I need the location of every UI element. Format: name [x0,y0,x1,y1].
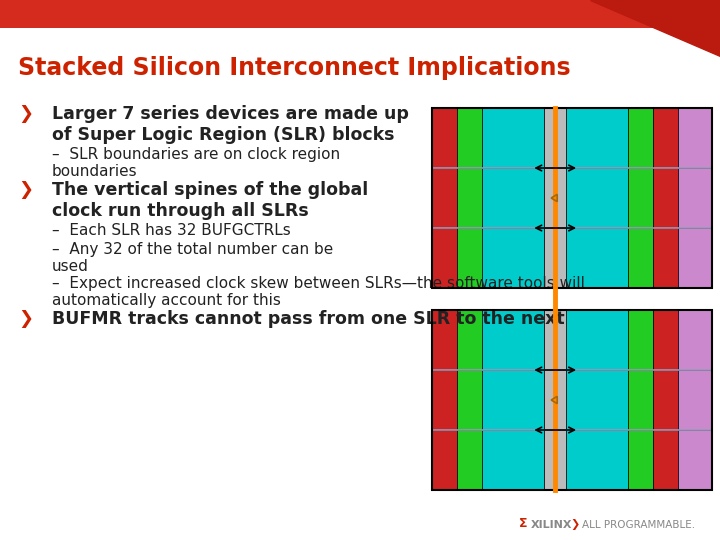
Bar [653,310,678,370]
Bar [567,168,628,228]
Bar [482,108,544,168]
Bar [482,370,544,430]
Bar [544,108,567,168]
Bar [432,168,457,228]
Text: –  Any 32 of the total number can be
used: – Any 32 of the total number can be used [52,242,333,274]
Bar [653,108,678,168]
Bar [628,108,653,168]
Bar [432,228,457,288]
Text: ALL PROGRAMMABLE.: ALL PROGRAMMABLE. [582,520,696,530]
Bar [653,370,678,430]
Bar [653,168,678,228]
Bar [567,370,628,430]
Text: Larger 7 series devices are made up
of Super Logic Region (SLR) blocks: Larger 7 series devices are made up of S… [52,105,409,144]
Bar [678,310,712,370]
Text: ❯: ❯ [18,181,33,199]
Bar [482,168,544,228]
Bar [544,228,567,288]
Bar [628,370,653,430]
Bar [567,108,628,168]
Bar [457,108,482,168]
Bar [678,430,712,490]
Bar [628,168,653,228]
Bar [678,228,712,288]
Bar [457,228,482,288]
Text: BUFMR tracks cannot pass from one SLR to the next: BUFMR tracks cannot pass from one SLR to… [52,310,564,328]
Bar [544,370,567,430]
Bar [457,370,482,430]
Bar [432,108,457,168]
Bar [544,168,567,228]
Text: Stacked Silicon Interconnect Implications: Stacked Silicon Interconnect Implication… [18,56,571,80]
Bar [567,430,628,490]
Bar [628,430,653,490]
Bar [0,0,720,28]
Bar [653,430,678,490]
Bar [432,310,457,370]
Bar [567,228,628,288]
Bar [457,168,482,228]
Bar [482,310,544,370]
Text: –  SLR boundaries are on clock region
boundaries: – SLR boundaries are on clock region bou… [52,147,340,179]
Text: ❯: ❯ [570,519,580,530]
Bar [457,430,482,490]
Text: XILINX: XILINX [531,520,572,530]
Text: –  Expect increased clock skew between SLRs—the software tools will
automaticall: – Expect increased clock skew between SL… [52,276,585,308]
Bar [544,310,567,370]
Bar [678,370,712,430]
Bar [628,310,653,370]
Text: –  Each SLR has 32 BUFGCTRLs: – Each SLR has 32 BUFGCTRLs [52,223,291,238]
Text: Σ: Σ [518,517,527,530]
Bar [678,108,712,168]
Bar [482,228,544,288]
Text: The vertical spines of the global
clock run through all SLRs: The vertical spines of the global clock … [52,181,368,220]
Polygon shape [590,0,720,56]
Bar [482,430,544,490]
Bar [653,228,678,288]
Bar [432,108,712,288]
Bar [457,310,482,370]
Bar [567,310,628,370]
Bar [432,430,457,490]
Text: ❯: ❯ [18,310,33,328]
Bar [544,430,567,490]
Bar [678,168,712,228]
Bar [628,228,653,288]
Bar [432,310,712,490]
Text: ❯: ❯ [18,105,33,123]
Bar [432,370,457,430]
